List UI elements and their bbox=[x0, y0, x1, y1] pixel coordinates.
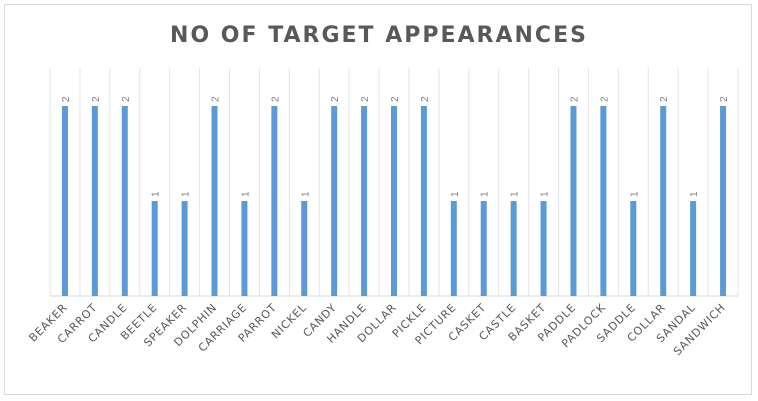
bar-sandwich bbox=[720, 106, 727, 296]
bar-parrot bbox=[271, 106, 278, 296]
bar-nickel bbox=[301, 201, 308, 296]
bar-dollar bbox=[391, 106, 397, 296]
data-label: 2 bbox=[330, 96, 341, 102]
data-label: 2 bbox=[270, 96, 281, 102]
bar-pickle bbox=[420, 106, 427, 296]
data-label: 2 bbox=[61, 96, 72, 102]
chart-title: NO OF TARGET APPEARANCES bbox=[170, 23, 588, 48]
data-label: 2 bbox=[659, 96, 670, 102]
bar-paddle bbox=[570, 106, 577, 296]
bar-beaker bbox=[61, 106, 68, 296]
bar-castle bbox=[510, 201, 517, 296]
data-label: 1 bbox=[181, 191, 192, 197]
data-label: 2 bbox=[360, 96, 371, 102]
bar-carrot bbox=[91, 106, 98, 296]
bar-candy bbox=[331, 106, 338, 296]
data-label: 2 bbox=[569, 96, 580, 102]
data-label: 2 bbox=[91, 96, 102, 102]
data-label: 2 bbox=[121, 96, 132, 102]
bar-saddle bbox=[630, 201, 637, 296]
bar-picture bbox=[450, 201, 457, 296]
bar-padlock bbox=[600, 106, 607, 296]
bar-speaker bbox=[181, 201, 188, 296]
chart-frame: NO OF TARGET APPEARANCES bbox=[4, 4, 752, 395]
data-label: 2 bbox=[420, 96, 431, 102]
bar-collar bbox=[660, 106, 667, 296]
data-label: 1 bbox=[480, 191, 491, 197]
data-label: 1 bbox=[450, 191, 461, 197]
data-label: 2 bbox=[599, 96, 610, 102]
bar-basket bbox=[540, 201, 547, 296]
data-label: 1 bbox=[151, 191, 162, 197]
bar-beetle bbox=[151, 201, 158, 296]
bar-carriage bbox=[241, 201, 248, 296]
data-label: 1 bbox=[510, 191, 521, 197]
data-label: 2 bbox=[211, 96, 222, 102]
data-label: 1 bbox=[540, 191, 551, 197]
bar-handle bbox=[361, 106, 368, 296]
bar-dolphin bbox=[211, 106, 218, 296]
bar-candle bbox=[121, 106, 128, 296]
data-label: 1 bbox=[629, 191, 640, 197]
data-label: 2 bbox=[390, 96, 401, 102]
data-label: 1 bbox=[300, 191, 311, 197]
data-label: 1 bbox=[689, 191, 700, 197]
bar-sandal bbox=[690, 201, 697, 296]
data-label: 2 bbox=[719, 96, 730, 102]
data-label: 1 bbox=[240, 191, 251, 197]
bar-casket bbox=[480, 201, 487, 296]
